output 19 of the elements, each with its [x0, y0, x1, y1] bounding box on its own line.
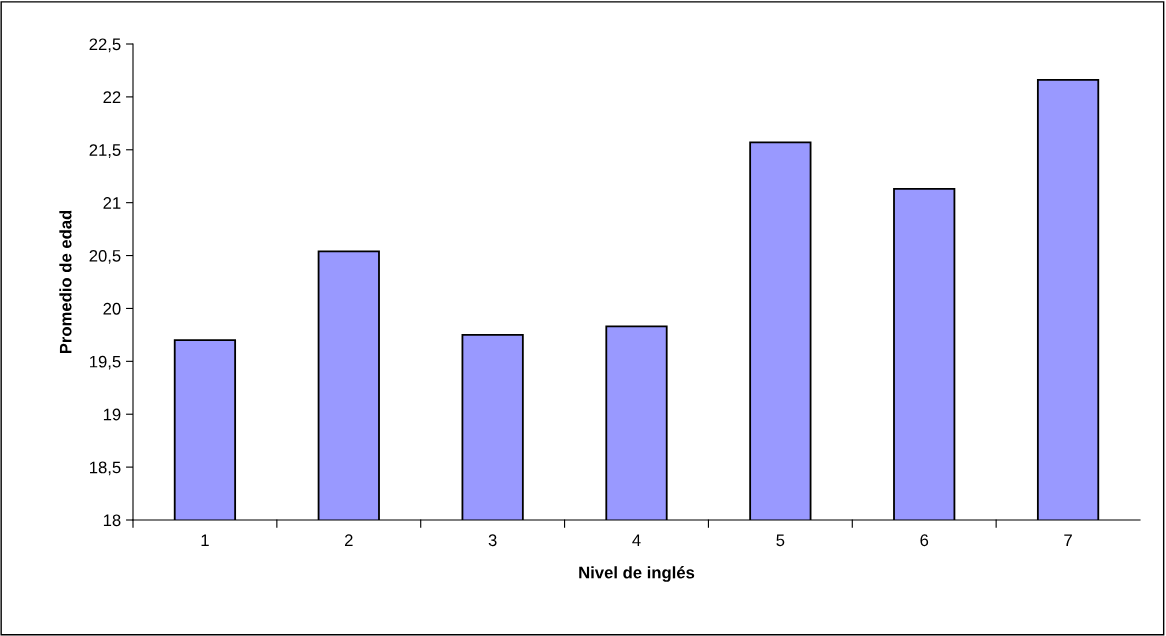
y-tick-label: 20,5 — [89, 249, 121, 264]
y-tick-label: 19,5 — [90, 355, 121, 370]
y-tick-label: 22 — [103, 91, 121, 103]
y-tick-label: 20 — [103, 302, 121, 315]
x-tick-label: 7 — [1064, 534, 1072, 546]
y-tick-label: 21,5 — [89, 144, 121, 158]
x-tick-label: 6 — [920, 534, 929, 547]
x-axis-title: Nivel de inglés — [579, 566, 695, 582]
x-tick-label: 5 — [776, 534, 785, 547]
x-tick-label: 4 — [632, 534, 641, 546]
y-tick-label: 22,5 — [89, 38, 121, 53]
x-tick-label: 1 — [201, 534, 209, 546]
y-axis-title: Promedio de edad — [59, 210, 72, 354]
y-tick-label: 18,5 — [90, 461, 121, 476]
y-tick-label: 19 — [103, 408, 121, 421]
x-tick-label: 3 — [488, 534, 497, 547]
y-tick-label: 18 — [103, 514, 121, 527]
y-tick-label: 21 — [103, 197, 121, 209]
x-tick-label: 2 — [344, 534, 353, 546]
